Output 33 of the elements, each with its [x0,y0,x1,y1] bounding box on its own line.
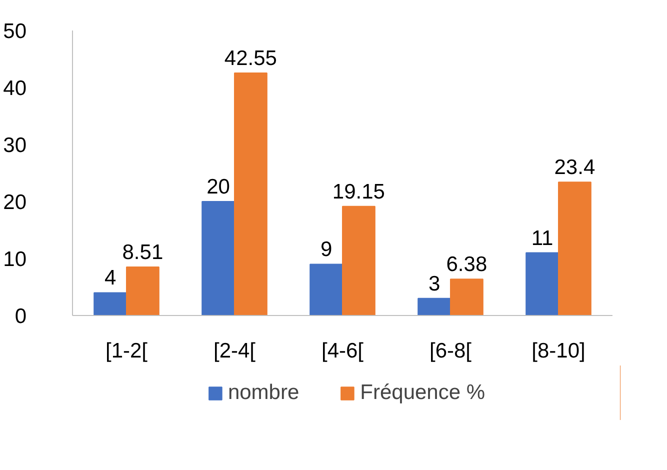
y-tick-label: 0 [14,305,27,328]
data-label: 42.55 [224,46,277,70]
bar [418,298,451,316]
data-label: 11 [531,226,554,250]
data-label: 20 [206,176,230,198]
y-tick-label: 40 [3,77,26,100]
legend-label: nombre [228,380,300,404]
bar [126,266,160,316]
bar [450,278,484,316]
bar [234,72,268,316]
bar [558,182,592,316]
bar [94,292,127,316]
data-label: 23.4 [554,156,596,180]
x-tick-label: [8-10] [532,340,586,362]
bar [342,206,376,316]
data-label: 8.51 [122,240,164,264]
bar [310,264,343,316]
data-label: 3 [428,272,440,296]
data-label: 9 [320,238,332,262]
data-label: 4 [104,266,116,290]
x-tick-label: [6-8[ [429,340,472,362]
legend-label: Fréquence % [360,380,486,404]
x-tick-label: [1-2[ [105,340,148,362]
x-tick-label: [4-6[ [321,340,364,362]
bar [202,201,235,316]
data-label: 19.15 [332,180,385,204]
x-tick-label: [2-4[ [213,340,256,362]
y-tick-label: 50 [3,20,26,43]
y-tick-label: 30 [3,134,26,157]
y-tick-label: 20 [3,191,26,214]
bar [526,252,559,316]
y-tick-label: 10 [3,248,26,271]
data-label: 6.38 [446,253,488,276]
